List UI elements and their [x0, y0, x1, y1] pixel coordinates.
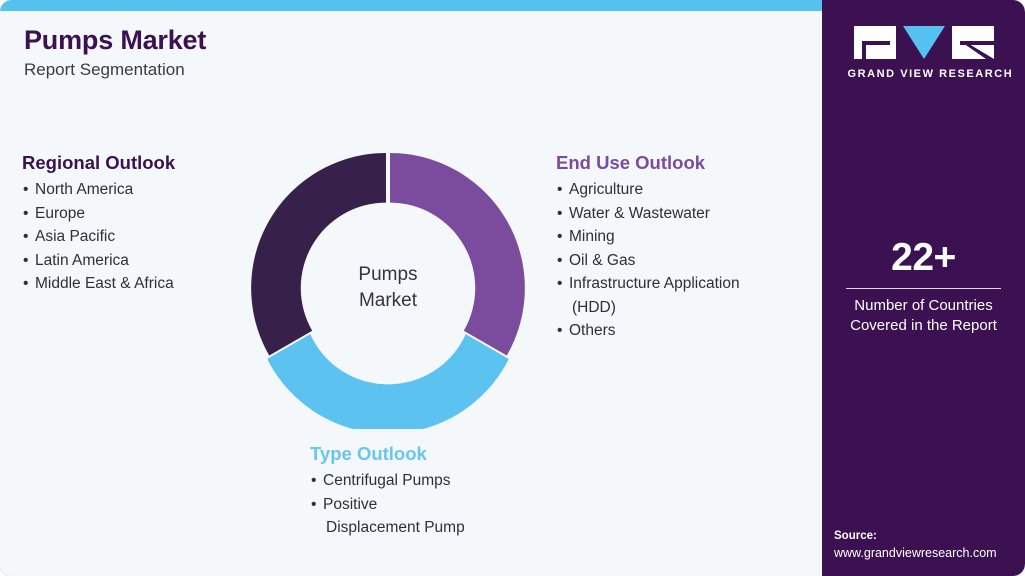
list-item: • Latin America: [22, 249, 247, 273]
bullet-icon: •: [23, 251, 29, 269]
country-stat-value: 22+: [891, 236, 956, 279]
segmentation-donut-chart: Pumps Market: [247, 147, 529, 429]
list-item: • Positive Displacement Pump: [310, 493, 525, 540]
list-item-label: Positive: [323, 495, 378, 513]
list-item-label: Infrastructure Application: [569, 275, 740, 293]
bullet-icon: •: [23, 204, 29, 222]
list-item-label: Middle East & Africa: [35, 275, 174, 293]
list-item-label: Latin America: [35, 251, 129, 269]
gvr-logo-icon: [853, 26, 994, 59]
end-use-outlook-list: • Agriculture • Water & Wastewater • Mining…: [556, 178, 804, 343]
list-item: • North America: [22, 178, 247, 202]
list-item-label: Others: [569, 322, 616, 340]
country-stat-caption-line-1: Number of Countries: [854, 296, 993, 314]
source-url[interactable]: www.grandviewresearch.com: [834, 545, 997, 560]
end-use-outlook-group: End Use Outlook • Agriculture • Water & Wa…: [556, 152, 804, 343]
list-item-label: Oil & Gas: [569, 251, 636, 269]
bullet-icon: •: [557, 251, 563, 269]
bullet-icon: •: [311, 472, 317, 490]
list-item-label: Mining: [569, 228, 615, 246]
list-item-label: North America: [35, 181, 134, 199]
list-item: • Water & Wastewater: [556, 202, 804, 226]
main-content-panel: Pumps Market Report Segmentation Regiona…: [0, 11, 822, 576]
list-item: • Others: [556, 319, 804, 343]
list-item-sublabel: Displacement Pump: [326, 519, 465, 537]
list-item-label: Water & Wastewater: [569, 204, 710, 222]
bullet-icon: •: [311, 495, 317, 513]
list-item: • Middle East & Africa: [22, 272, 247, 296]
donut-segment-regional: [251, 153, 386, 356]
list-item-label: Asia Pacific: [35, 228, 116, 246]
bullet-icon: •: [557, 181, 563, 199]
source-block: Source: www.grandviewresearch.com: [834, 528, 1025, 562]
bullet-icon: •: [557, 322, 563, 340]
page-title: Pumps Market: [24, 25, 207, 55]
bullet-icon: •: [23, 228, 29, 246]
list-item: • Europe: [22, 202, 247, 226]
divider: [846, 287, 1001, 289]
brand-sidebar: GRAND VIEW RESEARCH 22+ Number of Countr…: [822, 0, 1025, 576]
country-stat-caption-line-2: Covered in the Report: [850, 316, 997, 334]
regional-outlook-heading: Regional Outlook: [22, 152, 176, 173]
country-stat-caption: Number of Countries Covered in the Report: [822, 296, 1025, 336]
top-accent-bar: [0, 0, 822, 11]
bullet-icon: •: [557, 204, 563, 222]
brand-logo: GRAND VIEW RESEARCH: [847, 26, 1014, 80]
bullet-icon: •: [557, 275, 563, 293]
list-item-sublabel: (HDD): [572, 298, 616, 316]
regional-outlook-list: • North America • Europe • Asia Pacific • La…: [22, 178, 247, 296]
list-item: • Infrastructure Application (HDD): [556, 272, 804, 319]
country-stat-block: 22+ Number of Countries Covered in the Re…: [822, 236, 1025, 336]
list-item: • Centrifugal Pumps: [310, 469, 525, 493]
list-item: • Mining: [556, 225, 804, 249]
type-outlook-heading: Type Outlook: [310, 443, 427, 464]
header-block: Pumps Market Report Segmentation: [24, 25, 206, 80]
brand-name: GRAND VIEW RESEARCH: [847, 68, 1014, 80]
regional-outlook-group: Regional Outlook • North America • Europe …: [22, 152, 247, 296]
list-item: • Agriculture: [556, 178, 804, 202]
donut-segment-end-use: [390, 153, 525, 356]
list-item-label: Europe: [35, 204, 85, 222]
donut-segment-type: [267, 334, 509, 429]
type-outlook-list: • Centrifugal Pumps • Positive Displacement…: [310, 469, 525, 540]
list-item: • Oil & Gas: [556, 249, 804, 273]
source-label: Source:: [834, 529, 877, 542]
list-item-label: Centrifugal Pumps: [323, 472, 451, 490]
page-subtitle: Report Segmentation: [24, 60, 185, 80]
bullet-icon: •: [23, 181, 29, 199]
bullet-icon: •: [23, 275, 29, 293]
end-use-outlook-heading: End Use Outlook: [556, 152, 706, 173]
bullet-icon: •: [557, 228, 563, 246]
donut-svg: [251, 153, 525, 429]
type-outlook-group: Type Outlook • Centrifugal Pumps • Positiv…: [310, 443, 525, 540]
list-item-label: Agriculture: [569, 181, 644, 199]
list-item: • Asia Pacific: [22, 225, 247, 249]
